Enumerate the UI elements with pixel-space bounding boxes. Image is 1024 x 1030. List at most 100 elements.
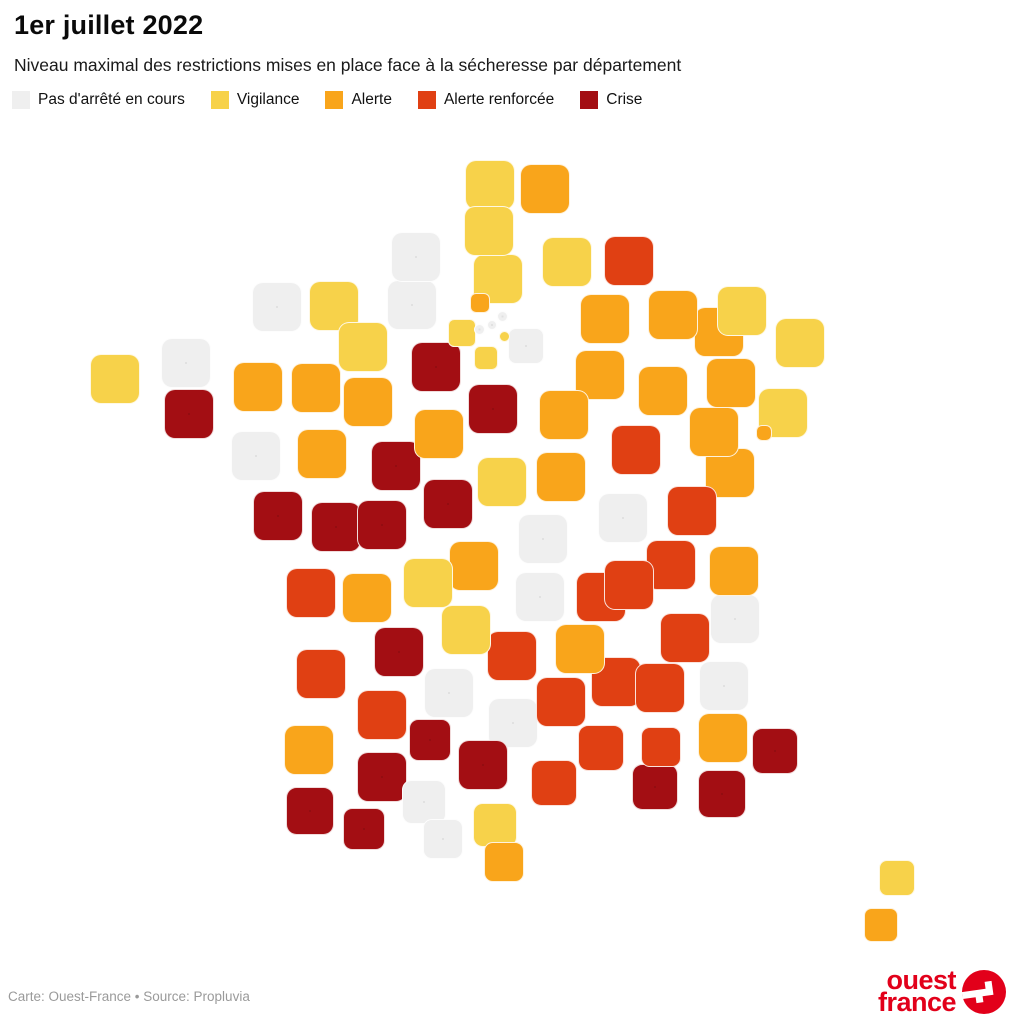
dept-tile-19-corr-ze bbox=[441, 605, 491, 655]
dept-tile-26-dr-me bbox=[635, 663, 685, 713]
legend-label-alerte_renforcee: Alerte renforcée bbox=[443, 91, 555, 108]
legend: Pas d'arrêté en cours Vigilance Alerte Aler… bbox=[12, 91, 642, 109]
dept-tile-92-hauts-de-seine bbox=[473, 323, 485, 335]
header: 1er juillet 2022 Niveau maximal des rest… bbox=[14, 10, 1010, 76]
dept-tile-70-haute-sa-ne bbox=[689, 407, 739, 457]
dept-tile-38-is-re bbox=[660, 613, 710, 663]
dept-tile-82-tarn-et-garonne bbox=[409, 719, 451, 761]
dept-tile-61-orne bbox=[338, 322, 388, 372]
dept-tile-93-seine-saint-denis bbox=[496, 310, 508, 322]
dept-tile-51-marne bbox=[580, 294, 630, 344]
dept-tile-81-tarn bbox=[458, 740, 508, 790]
page-title: 1er juillet 2022 bbox=[14, 10, 204, 40]
dept-tile-87-haute-vienne bbox=[403, 558, 453, 608]
dept-tile-84-vaucluse bbox=[641, 727, 681, 767]
ouest-france-logo-mark-icon bbox=[961, 970, 1006, 1014]
dept-tile-63-puy-de-d-me bbox=[515, 572, 565, 622]
dept-tile-91-essonne bbox=[474, 346, 498, 370]
legend-swatch-alerte bbox=[325, 91, 344, 109]
dept-tile-13-bouches-du-rh-ne bbox=[632, 764, 678, 810]
dept-tile-15-cantal bbox=[487, 631, 537, 681]
dept-tile-44-loire-atlantique bbox=[231, 431, 281, 481]
legend-item-vigilance: Vigilance bbox=[210, 91, 300, 109]
dept-tile-86-vienne bbox=[357, 500, 407, 550]
dept-tile-23-creuse bbox=[449, 541, 499, 591]
dept-tile-89-yonne bbox=[539, 390, 589, 440]
dept-tile-31-haute-garonne bbox=[402, 780, 446, 824]
dept-tile-79-deux-s-vres bbox=[311, 502, 361, 552]
dept-tile-53-mayenne bbox=[291, 363, 341, 413]
dept-tile-22-c-tes-d-armor bbox=[161, 338, 211, 388]
dept-tile-03-allier bbox=[518, 514, 568, 564]
dept-tile-78-yvelines bbox=[448, 319, 476, 347]
dept-tile-69-rh-ne bbox=[604, 560, 654, 610]
dept-tile-88-vosges bbox=[706, 358, 756, 408]
dept-tile-66-pyr-n-es-orientales bbox=[484, 842, 524, 882]
dept-tile-35-ille-et-vilaine bbox=[233, 362, 283, 412]
dept-tile-50-manche bbox=[252, 282, 302, 332]
dept-tile-12-aveyron bbox=[488, 698, 538, 748]
dept-tile-57-moselle bbox=[717, 286, 767, 336]
dept-tile-36-indre bbox=[423, 479, 473, 529]
dept-tile-43-haute-loire bbox=[555, 624, 605, 674]
dept-tile-04-alpes-de-haute-provence bbox=[698, 713, 748, 763]
dept-tile-27-eure bbox=[387, 280, 437, 330]
legend-swatch-vigilance bbox=[210, 91, 229, 109]
legend-swatch-crise bbox=[580, 91, 599, 109]
dept-tile-77-seine-et-marne bbox=[508, 328, 544, 364]
dept-tile-40-landes bbox=[284, 725, 334, 775]
dept-tile-33-gironde bbox=[296, 649, 346, 699]
dept-tile-68-haut-rhin bbox=[758, 388, 808, 438]
legend-label-alerte: Alerte bbox=[351, 91, 392, 108]
dept-tile-76-seine-maritime bbox=[391, 232, 441, 282]
dept-tile-95-val-d-oise bbox=[470, 293, 490, 313]
dept-tile-49-maine-et-loire bbox=[297, 429, 347, 479]
page-subtitle: Niveau maximal des restrictions mises en… bbox=[14, 55, 682, 75]
dept-tile-29-finist-re bbox=[90, 354, 140, 404]
dept-tile-28-eure-et-loir bbox=[411, 342, 461, 392]
dept-tile-94-val-de-marne bbox=[498, 330, 510, 342]
footer-credit: Carte: Ouest-France • Source: Propluvia bbox=[8, 989, 250, 1004]
legend-label-pas_arrete: Pas d'arrêté en cours bbox=[38, 91, 185, 108]
dept-tile-71-sa-ne-et-loire bbox=[598, 493, 648, 543]
dept-tile-02-aisne bbox=[542, 237, 592, 287]
dept-tile-30-gard bbox=[578, 725, 624, 771]
dept-tile-64-pyr-n-es-atlantiques bbox=[286, 787, 334, 835]
legend-item-pas_arrete: Pas d'arrêté en cours bbox=[12, 91, 185, 109]
dept-tile-34-h-rault bbox=[531, 760, 577, 806]
logo-line-1: ouest bbox=[886, 965, 956, 996]
dept-tile-10-aube bbox=[575, 350, 625, 400]
dept-tile-58-ni-vre bbox=[536, 452, 586, 502]
dept-tile-85-vend-e bbox=[253, 491, 303, 541]
dept-tile-74-haute-savoie bbox=[709, 546, 759, 596]
dept-tile-90-territoire-de-belfort bbox=[756, 425, 772, 441]
dept-tile-52-haute-marne bbox=[638, 366, 688, 416]
dept-tile-83-var bbox=[698, 770, 746, 818]
ouest-france-logo: ouest france bbox=[877, 965, 1008, 1017]
dept-tile-18-cher bbox=[477, 457, 527, 507]
dept-tile-39-jura bbox=[667, 486, 717, 536]
dept-tile-45-loiret bbox=[468, 384, 518, 434]
legend-item-alerte_renforcee: Alerte renforcée bbox=[417, 91, 555, 109]
dept-tile-2B-haute-corse bbox=[879, 860, 915, 896]
dept-tile-80-somme bbox=[464, 206, 514, 256]
dept-tile-24-dordogne bbox=[374, 627, 424, 677]
legend-swatch-alerte_renforcee bbox=[417, 91, 436, 109]
legend-label-crise: Crise bbox=[606, 91, 643, 108]
dept-tile-55-meuse bbox=[648, 290, 698, 340]
legend-item-crise: Crise bbox=[580, 91, 642, 109]
dept-tile-41-loir-et-cher bbox=[414, 409, 464, 459]
dept-tile-48-loz-re bbox=[536, 677, 586, 727]
dept-tile-65-hautes-pyr-n-es bbox=[343, 808, 385, 850]
dept-tile-59-nord bbox=[520, 164, 570, 214]
legend-label-vigilance: Vigilance bbox=[236, 91, 300, 108]
legend-item-alerte: Alerte bbox=[325, 91, 392, 109]
dept-tile-72-sarthe bbox=[343, 377, 393, 427]
dept-tile-73-savoie bbox=[710, 594, 760, 644]
logo-line-2: france bbox=[877, 987, 957, 1017]
dept-tile-37-indre-et-loire bbox=[371, 441, 421, 491]
legend-swatch-pas_arrete bbox=[12, 91, 30, 109]
dept-tile-2A-corse-du-sud bbox=[864, 908, 898, 942]
dept-tile-16-charente bbox=[342, 573, 392, 623]
